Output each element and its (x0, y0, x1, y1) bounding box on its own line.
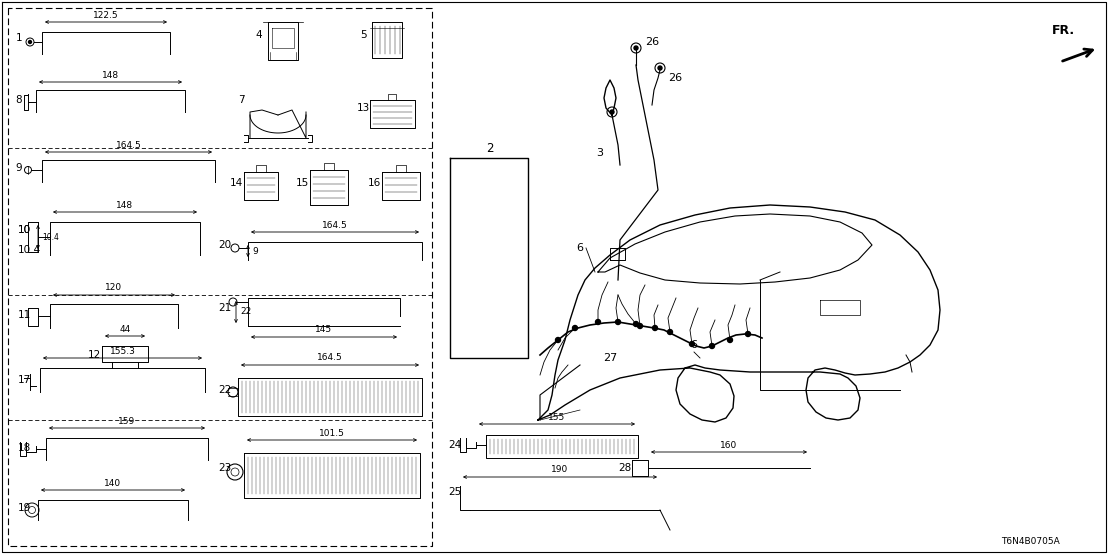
Text: 22: 22 (240, 307, 252, 316)
Text: 26: 26 (668, 73, 683, 83)
Text: 155: 155 (548, 413, 565, 422)
Circle shape (595, 320, 601, 325)
Text: 9: 9 (16, 163, 22, 173)
Text: 26: 26 (645, 37, 659, 47)
Text: 24: 24 (448, 440, 461, 450)
Circle shape (746, 331, 750, 336)
Text: 1: 1 (16, 33, 22, 43)
Text: T6N4B0705A: T6N4B0705A (1001, 537, 1059, 546)
Text: 9: 9 (252, 247, 258, 255)
Text: 140: 140 (104, 479, 122, 488)
Text: 10: 10 (18, 225, 31, 235)
Text: 27: 27 (603, 353, 617, 363)
Text: 4: 4 (255, 30, 261, 40)
Circle shape (611, 110, 614, 114)
Text: 160: 160 (720, 440, 738, 449)
Text: 120: 120 (105, 284, 123, 293)
Text: 15: 15 (296, 178, 309, 188)
Text: 10: 10 (18, 225, 31, 235)
Text: 2: 2 (486, 141, 494, 155)
Text: 164.5: 164.5 (317, 353, 342, 362)
Text: 6: 6 (690, 340, 698, 350)
Circle shape (634, 46, 638, 50)
Text: 164.5: 164.5 (115, 141, 142, 150)
Text: 44: 44 (120, 325, 131, 334)
Text: 14: 14 (230, 178, 244, 188)
Circle shape (555, 337, 561, 342)
Circle shape (709, 343, 715, 348)
Text: 28: 28 (618, 463, 632, 473)
Text: 17: 17 (18, 375, 31, 385)
Circle shape (616, 320, 620, 325)
Circle shape (689, 341, 695, 346)
Text: 21: 21 (218, 303, 232, 313)
Text: 22: 22 (218, 385, 232, 395)
Text: 10.4: 10.4 (42, 233, 59, 242)
Text: 10.4: 10.4 (18, 245, 41, 255)
Text: 7: 7 (238, 95, 245, 105)
Text: 155.3: 155.3 (110, 346, 135, 356)
Circle shape (573, 326, 577, 331)
Text: 25: 25 (448, 487, 461, 497)
Text: 148: 148 (102, 70, 119, 80)
Text: 164.5: 164.5 (322, 220, 348, 229)
Text: 190: 190 (552, 465, 568, 474)
Circle shape (667, 330, 673, 335)
Text: 13: 13 (357, 103, 370, 113)
Circle shape (29, 40, 31, 44)
Text: 101.5: 101.5 (319, 428, 345, 438)
Circle shape (728, 337, 732, 342)
Text: 12: 12 (88, 350, 101, 360)
Circle shape (653, 326, 657, 331)
Text: 16: 16 (368, 178, 381, 188)
Text: 18: 18 (18, 443, 31, 453)
Circle shape (634, 321, 638, 326)
Text: 3: 3 (596, 148, 604, 158)
Text: 148: 148 (116, 201, 134, 209)
Text: 159: 159 (119, 417, 135, 425)
Text: 6: 6 (576, 243, 584, 253)
Text: 20: 20 (218, 240, 232, 250)
Circle shape (658, 66, 661, 70)
Text: 145: 145 (316, 326, 332, 335)
Text: 8: 8 (16, 95, 22, 105)
Text: 5: 5 (360, 30, 367, 40)
Text: 11: 11 (18, 310, 31, 320)
Text: 122.5: 122.5 (93, 11, 119, 19)
Text: 23: 23 (218, 463, 232, 473)
Text: FR.: FR. (1051, 23, 1075, 37)
Circle shape (637, 324, 643, 329)
Text: 19: 19 (18, 503, 31, 513)
